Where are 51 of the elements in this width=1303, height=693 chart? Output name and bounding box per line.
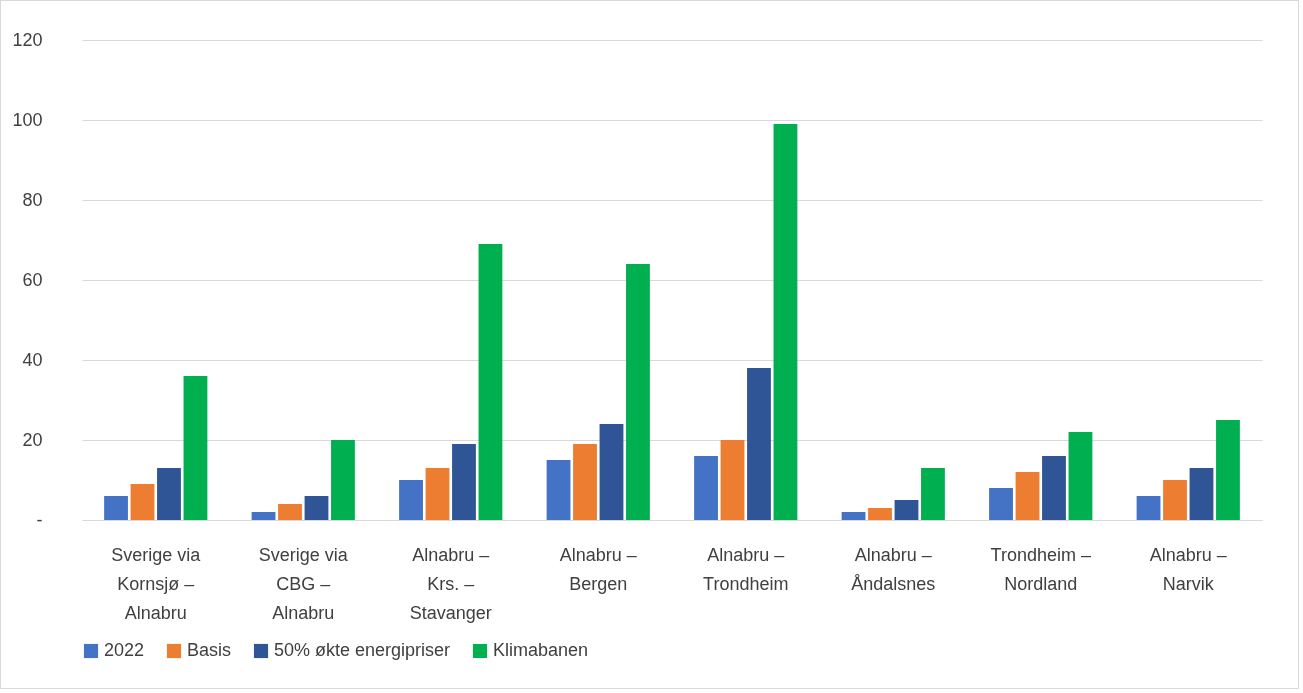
bar bbox=[1163, 480, 1187, 520]
bar bbox=[304, 496, 329, 520]
y-tick-label: - bbox=[36, 509, 43, 530]
bar bbox=[1015, 472, 1040, 520]
bar bbox=[626, 264, 650, 520]
bar bbox=[894, 500, 919, 520]
bar bbox=[157, 468, 181, 520]
legend-label: Klimabanen bbox=[493, 640, 589, 660]
bar bbox=[747, 368, 771, 520]
bar bbox=[1189, 468, 1214, 520]
bar bbox=[841, 512, 866, 520]
bar bbox=[1216, 420, 1240, 520]
bar bbox=[399, 480, 423, 520]
bar bbox=[694, 456, 718, 520]
bar bbox=[921, 468, 945, 520]
y-tick-label: 40 bbox=[22, 349, 43, 370]
x-tick-label: Alnabru – Krs. – Stavanger bbox=[409, 544, 492, 623]
x-tick-label: Alnabru – Bergen bbox=[559, 544, 637, 594]
x-tick-label: Sverige via CBG – Alnabru bbox=[258, 544, 349, 623]
bar bbox=[251, 512, 276, 520]
bar bbox=[1136, 496, 1161, 520]
bar bbox=[720, 440, 745, 520]
bar bbox=[104, 496, 128, 520]
legend-label: Basis bbox=[187, 640, 232, 660]
bar bbox=[425, 468, 450, 520]
bar bbox=[546, 460, 571, 520]
bar bbox=[599, 424, 624, 520]
bar bbox=[989, 488, 1013, 520]
y-tick-label: 60 bbox=[22, 269, 43, 290]
x-tick-label: Sverige via Kornsjø – Alnabru bbox=[111, 544, 202, 623]
x-tick-label: Alnabru – Åndalsnes bbox=[851, 544, 936, 594]
x-tick-label: Alnabru – Narvik bbox=[1149, 544, 1227, 594]
bar bbox=[452, 444, 476, 520]
y-tick-label: 120 bbox=[12, 29, 43, 50]
bar bbox=[331, 440, 355, 520]
x-tick-label: Alnabru – Trondheim bbox=[703, 544, 789, 594]
bar bbox=[1068, 432, 1093, 520]
bar bbox=[1042, 456, 1066, 520]
legend-label: 50% økte energipriser bbox=[274, 640, 451, 660]
bar bbox=[130, 484, 155, 520]
x-tick-label: Trondheim – Nordland bbox=[990, 544, 1091, 594]
bar bbox=[773, 124, 798, 520]
bar bbox=[868, 508, 892, 520]
y-tick-label: 80 bbox=[22, 189, 43, 210]
bar bbox=[478, 244, 503, 520]
y-tick-label: 100 bbox=[12, 109, 43, 130]
bar bbox=[573, 444, 597, 520]
bar bbox=[183, 376, 208, 520]
bar bbox=[278, 504, 302, 520]
legend-label: 2022 bbox=[104, 640, 145, 660]
y-tick-label: 20 bbox=[22, 429, 43, 450]
